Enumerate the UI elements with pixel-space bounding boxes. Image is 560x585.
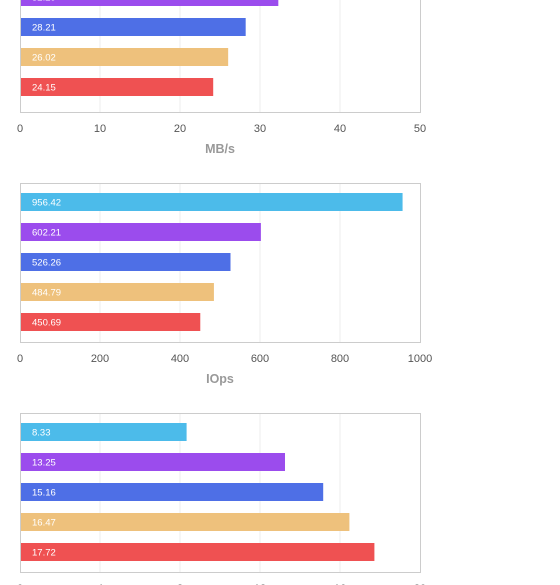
x-tick-label: 1000 xyxy=(408,353,432,365)
x-tick-label: 20 xyxy=(174,123,186,135)
bar xyxy=(21,453,285,471)
bar xyxy=(21,423,187,441)
bar xyxy=(21,78,214,96)
bar-value-label: 956.42 xyxy=(32,198,61,209)
x-tick-label: 8 xyxy=(177,583,183,585)
bar-value-label: 28.21 xyxy=(32,23,56,34)
bar-value-label: 16.47 xyxy=(32,518,56,529)
x-axis-title: IOps xyxy=(206,372,234,386)
bar-value-label: 32.29 xyxy=(32,0,56,4)
x-tick-label: 200 xyxy=(91,353,109,365)
bar xyxy=(21,283,214,301)
bar-value-label: 17.72 xyxy=(32,548,56,559)
chart-panel-1: 32.29 28.21 26.02 24.15 0 10 20 30 40 50 MB/s xyxy=(17,0,426,156)
chart-panel-3: 8.33 13.25 15.16 16.47 17.72 0 4 8 12 16 20 xyxy=(17,413,426,585)
x-tick-label: 400 xyxy=(171,353,189,365)
bar-value-label: 602.21 xyxy=(32,228,61,239)
bar-value-label: 484.79 xyxy=(32,288,61,299)
bar-value-label: 526.26 xyxy=(32,258,61,269)
x-tick-label: 16 xyxy=(334,583,346,585)
x-tick-label: 30 xyxy=(254,123,266,135)
bar xyxy=(21,513,350,531)
bar xyxy=(21,193,403,211)
x-axis-title: MB/s xyxy=(205,142,235,156)
x-tick-label: 20 xyxy=(414,583,426,585)
bar-value-label: 13.25 xyxy=(32,458,56,469)
bar xyxy=(21,483,324,501)
x-tick-label: 40 xyxy=(334,123,346,135)
bar-value-label: 15.16 xyxy=(32,488,56,499)
bar xyxy=(21,313,201,331)
bar xyxy=(21,223,261,241)
x-tick-label: 10 xyxy=(94,123,106,135)
x-tick-label: 0 xyxy=(17,353,23,365)
bar-value-label: 8.33 xyxy=(32,428,51,439)
x-tick-label: 50 xyxy=(414,123,426,135)
plot-frame xyxy=(20,0,421,113)
chart-panel-2: 956.42 602.21 526.26 484.79 450.69 0 200 400 600… xyxy=(17,183,432,386)
x-tick-label: 600 xyxy=(251,353,269,365)
bar xyxy=(21,48,229,66)
bar xyxy=(21,543,375,561)
bar-value-label: 26.02 xyxy=(32,53,56,64)
bar xyxy=(21,253,231,271)
x-tick-label: 4 xyxy=(97,583,103,585)
x-tick-label: 12 xyxy=(254,583,266,585)
bar-value-label: 450.69 xyxy=(32,318,61,329)
bar xyxy=(21,0,279,6)
x-tick-label: 0 xyxy=(17,123,23,135)
x-tick-label: 0 xyxy=(17,583,23,585)
x-tick-label: 800 xyxy=(331,353,349,365)
bar-value-label: 24.15 xyxy=(32,83,56,94)
bar xyxy=(21,18,246,36)
plot-frame xyxy=(20,183,421,343)
plot-frame xyxy=(20,413,421,573)
